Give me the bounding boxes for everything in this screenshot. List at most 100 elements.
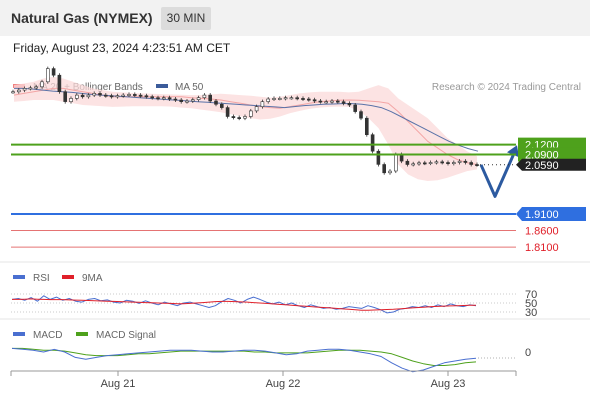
candle [138,94,143,97]
candle [80,94,85,98]
candle [179,99,183,103]
candle [260,101,265,107]
candle [40,81,44,88]
candle [167,97,172,100]
candle [283,97,288,100]
candle [446,162,450,165]
candle [133,94,137,96]
x-tick-label: Aug 23 [431,378,466,390]
macd-line [11,347,477,373]
copyright-label: Research © 2024 Trading Central [432,82,581,93]
rsi-tick-label: 30 [525,307,537,319]
candle [208,94,212,102]
pivot-level-label: 2.0900 [525,150,559,162]
macd-legend-swatch [13,332,25,336]
candle [144,95,149,98]
candle [463,160,468,163]
candle [318,100,323,103]
candle [422,162,427,165]
candle [11,91,15,94]
support-level-label: 1.9100 [525,209,559,221]
ma50-line [14,87,479,152]
candle [457,160,462,163]
candle [249,110,253,117]
candle [428,162,433,165]
candle [388,170,392,174]
macd-legend-label: MACD [33,330,62,341]
instrument-title: Natural Gas (NYMEX) [11,10,153,26]
header-bar: Natural Gas (NYMEX) 30 MIN [0,0,590,36]
support-level-label: 1.8100 [525,242,559,254]
candle [57,74,62,92]
candle [121,94,125,97]
candle [86,94,91,98]
candle [51,68,56,76]
candle [92,93,96,96]
support-level-tag [516,207,586,222]
candle [28,87,33,90]
candle [382,164,387,174]
candle [115,95,120,98]
candle [75,94,79,99]
ma20-line [13,87,478,165]
candle [150,96,154,99]
candle [34,86,39,89]
x-tick-label: Aug 21 [101,378,136,390]
candle [69,98,73,103]
candle [411,163,416,166]
candle [196,97,201,100]
candle [202,94,207,98]
candle [475,164,479,167]
candle [440,161,445,164]
candle [405,160,410,165]
candle [301,98,305,100]
rsi-legend-swatch [13,275,25,279]
candle [109,95,114,98]
ma50-legend-swatch [156,84,168,88]
candle [324,101,329,104]
x-tick-label: Aug 22 [266,378,301,390]
macd-signal-legend-swatch [76,332,88,336]
candle [225,107,230,117]
candle [98,93,102,96]
macd-signal-legend-label: MACD Signal [96,330,156,341]
candle [393,154,398,172]
candle [359,111,363,119]
candle [353,104,358,112]
candle [364,117,369,135]
candle [347,103,352,106]
candle [45,68,50,83]
candle [335,100,340,103]
candle [173,98,178,101]
candle [341,101,346,104]
macd-signal-line [12,347,477,366]
timeframe-badge[interactable]: 30 MIN [161,7,211,30]
candle [295,97,300,100]
ma50-legend-label: MA 50 [175,82,204,93]
candle [376,150,381,165]
candle [231,116,236,119]
candle [370,134,375,152]
candle [254,106,259,112]
rsi-tick-label: 50 [525,298,537,310]
pivot-level-tag [518,147,586,162]
candle [277,98,282,100]
projection-arrow-path [479,150,517,198]
ma9-legend-swatch [62,275,74,279]
candle [434,161,439,164]
candle [243,116,247,119]
candle [63,91,68,102]
macd-panel: 0 [11,347,531,373]
candle [266,98,271,102]
candle [127,94,131,96]
last-price-label: 2.0590 [525,160,559,172]
candle [220,104,224,108]
bollinger-band-area [14,76,477,181]
candle [104,94,108,97]
time-axis-ticks: Aug 21 Aug 22 Aug 23 [10,371,517,390]
rsi-legend-label: RSI [33,273,50,284]
candle [162,97,166,100]
